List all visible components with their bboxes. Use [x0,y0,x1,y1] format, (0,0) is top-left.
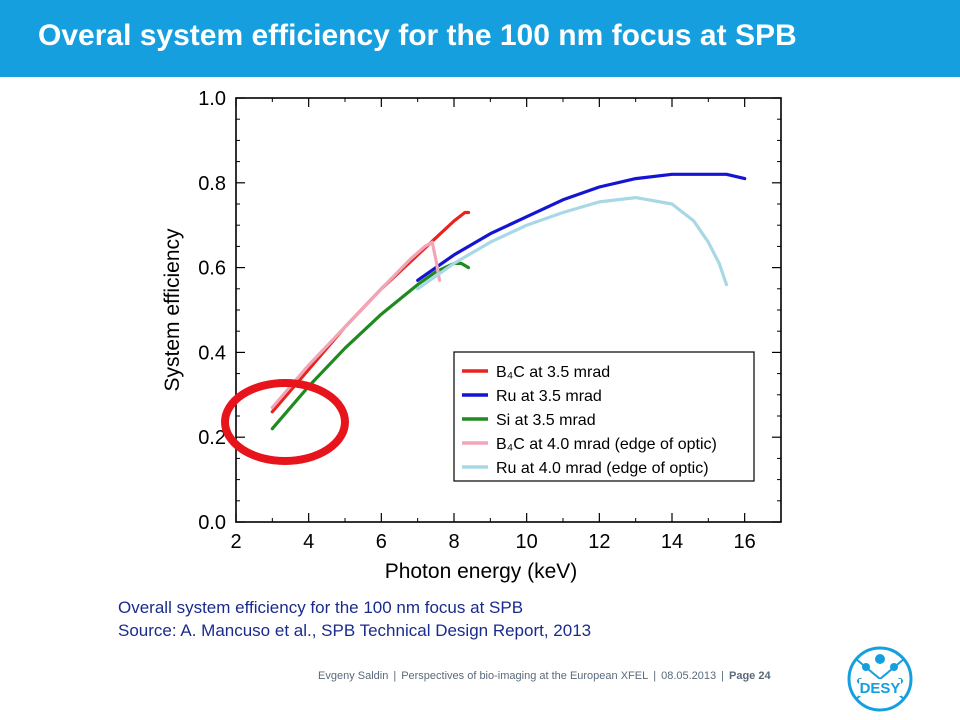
footer: Evgeny Saldin | Perspectives of bio-imagin… [318,670,771,682]
axis-ticks: 2 4 6 8 10 12 14 16 0.0 0.2 0.4 0.6 0.8 1.0 [198,88,782,553]
series-lines [270,172,747,431]
highlight-circle [221,379,349,465]
chart: 2 4 6 8 10 12 14 16 0.0 0.2 0.4 0.6 0.8 1.0 Photon en… [145,77,800,587]
series-line-2 [270,261,471,431]
y-axis-label: System efficiency [161,228,184,392]
caption-line-1: Overall system efficiency for the 100 nm… [118,598,524,617]
y-tick-label: 0.4 [198,342,226,364]
legend-label-1: Ru at 3.5 mrad [496,388,602,405]
legend: B₄C at 3.5 mrad Ru at 3.5 mrad Si at 3.5 m… [453,351,755,482]
legend-label-4: Ru at 4.0 mrad (edge of optic) [496,460,709,477]
footer-date: 08.05.2013 [661,670,717,682]
legend-box [453,351,755,482]
caption-line-2: Source: A. Mancuso et al., SPB Technical… [118,621,592,640]
slide-title: Overal system efficiency for the 100 nm … [38,19,797,52]
legend-label-3: B₄C at 4.0 mrad (edge of optic) [496,436,717,453]
title-bar: Overal system efficiency for the 100 nm … [0,0,960,77]
chart-svg: 2 4 6 8 10 12 14 16 0.0 0.2 0.4 0.6 0.8 1.0 Photon en… [161,88,782,583]
y-tick-label: 0.2 [198,427,226,449]
legend-label-2: Si at 3.5 mrad [496,412,596,429]
caption: Overall system efficiency for the 100 nm… [118,596,591,642]
logo-text: DESY [860,680,901,697]
x-tick-label: 4 [303,531,314,553]
footer-talk: Perspectives of bio-imaging at the Europ… [401,670,649,682]
y-tick-label: 1.0 [198,88,226,110]
series-line-3 [270,240,442,410]
x-tick-label: 14 [661,531,683,553]
x-tick-label: 8 [448,531,459,553]
x-tick-label: 10 [516,531,538,553]
footer-page: Page 24 [729,670,771,682]
y-tick-label: 0.8 [198,173,226,195]
footer-author: Evgeny Saldin [318,670,389,682]
x-tick-label: 6 [376,531,387,553]
series-line-4 [416,195,729,291]
y-tick-label: 0.6 [198,258,226,280]
series-line-1 [416,172,747,282]
x-tick-label: 16 [734,531,756,553]
legend-label-0: B₄C at 3.5 mrad [496,364,610,381]
x-axis-label: Photon energy (keV) [385,560,578,583]
x-tick-label: 2 [230,531,241,553]
y-tick-label: 0.0 [198,512,226,534]
series-line-0 [270,210,471,414]
x-tick-label: 12 [588,531,610,553]
desy-logo: DESY [846,645,914,713]
